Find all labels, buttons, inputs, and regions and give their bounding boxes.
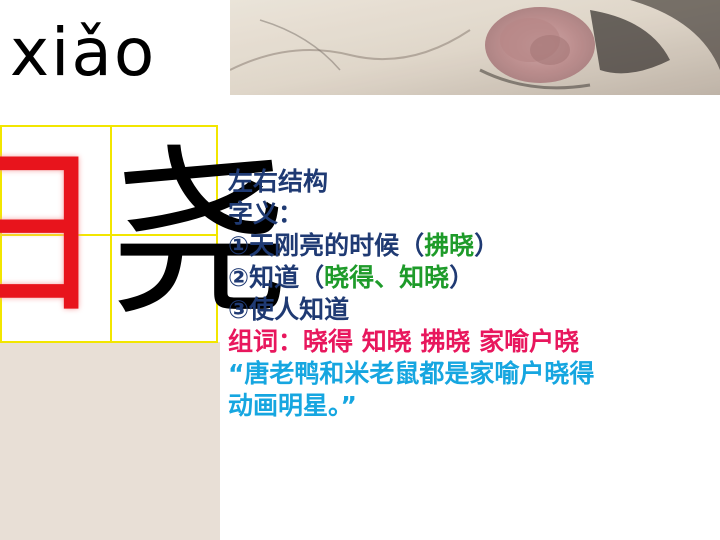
character-remainder: 尧 — [109, 128, 291, 340]
pinyin-heading: xiǎo — [10, 14, 157, 91]
word-list: 组词：晓得 知晓 拂晓 家喻户晓 — [228, 327, 580, 356]
grid-horizontal-line — [2, 234, 216, 236]
featured-character: 日尧 — [0, 127, 291, 341]
meaning-item-1: ①天刚亮的时候（拂晓） — [228, 230, 708, 262]
meaning-item-3: ③使人知道 — [228, 294, 708, 326]
example-sentence-line-2: 动画明星。” — [228, 391, 357, 420]
character-writing-grid: 日尧 — [0, 125, 291, 343]
character-radical: 日 — [0, 128, 109, 340]
meaning-text: ①天刚亮的时候（ — [228, 231, 425, 260]
meaning-text: ） — [474, 231, 500, 260]
decorative-banner-image — [230, 0, 720, 95]
meaning-label: 字义： — [228, 199, 304, 228]
meaning-text: ） — [449, 263, 475, 292]
meaning-item-2: ②知道（晓得、知晓） — [228, 262, 708, 294]
character-explanation: 左右结构 字义： ①天刚亮的时候（拂晓） ②知道（晓得、知晓） ③使人知道 组词… — [228, 166, 708, 422]
structure-line: 左右结构 — [228, 167, 329, 196]
meaning-example: 拂晓 — [424, 231, 475, 260]
meaning-example: 晓得、知晓 — [324, 263, 450, 292]
example-sentence-line-1: “唐老鸭和米老鼠都是家喻户晓得 — [228, 359, 595, 388]
meaning-text: ③使人知道 — [228, 295, 350, 324]
flower-painting-icon — [230, 0, 720, 95]
left-decorative-strip — [0, 342, 220, 540]
meaning-text: ②知道（ — [228, 263, 325, 292]
